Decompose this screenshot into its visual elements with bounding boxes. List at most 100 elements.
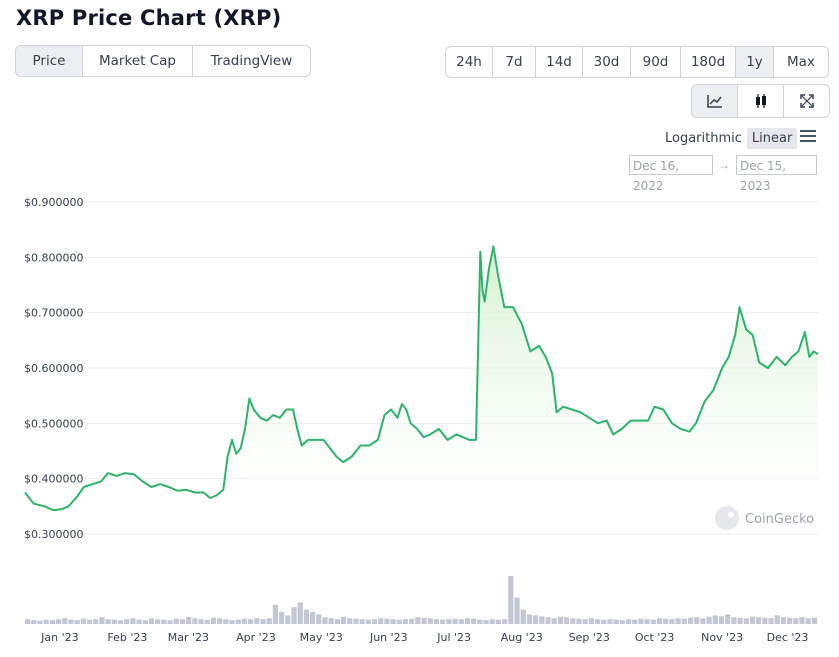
- volume-bar: [632, 619, 638, 624]
- volume-bar: [638, 618, 644, 624]
- date-range-arrow: →: [718, 158, 730, 172]
- volume-bar: [799, 617, 805, 624]
- volume-bar: [774, 615, 780, 624]
- date-from-input[interactable]: Dec 16, 2022: [629, 155, 713, 193]
- volume-bar: [279, 612, 285, 624]
- logarithmic-scale-option[interactable]: Logarithmic: [665, 130, 742, 146]
- volume-bar: [303, 609, 309, 624]
- volume-bar: [582, 619, 588, 624]
- fullscreen-button[interactable]: [784, 85, 829, 117]
- x-tick-label: Jul '23: [436, 631, 471, 644]
- volume-bar: [291, 607, 297, 624]
- volume-bars: [25, 576, 817, 624]
- volume-bar: [136, 619, 142, 624]
- y-tick-label: $0.800000: [24, 251, 84, 264]
- range-7d-button[interactable]: 7d: [493, 47, 536, 77]
- volume-bar: [787, 617, 793, 624]
- x-tick-label: Jun '23: [369, 631, 408, 644]
- tab-tradingview[interactable]: TradingView: [210, 53, 293, 69]
- volume-bar: [272, 604, 279, 624]
- volume-bar: [179, 619, 186, 624]
- volume-bar: [334, 619, 340, 624]
- x-tick-label: Apr '23: [236, 631, 276, 644]
- volume-bar: [805, 618, 811, 624]
- line-chart-icon: [706, 95, 722, 108]
- range-max-button[interactable]: Max: [787, 54, 815, 70]
- volume-bar: [731, 617, 737, 624]
- x-tick-label: May '23: [300, 631, 343, 644]
- volume-bar: [489, 619, 495, 624]
- volume-bar: [340, 616, 347, 624]
- range-30d-button[interactable]: 30d: [583, 47, 631, 77]
- volume-bar: [31, 620, 37, 624]
- volume-bar: [353, 618, 359, 624]
- y-tick-label: $0.600000: [24, 362, 84, 375]
- volume-bar: [749, 616, 756, 624]
- y-tick-label: $0.900000: [24, 196, 84, 209]
- line-chart-view-button[interactable]: [692, 85, 738, 117]
- volume-bar: [644, 619, 650, 624]
- volume-bar: [495, 619, 502, 624]
- volume-bar: [694, 617, 700, 624]
- range-1y-button[interactable]: 1y: [736, 47, 774, 77]
- volume-bar: [402, 619, 409, 624]
- x-axis: Jan '23 Feb '23 Mar '23 Apr '23 May '23 Jun '…: [40, 631, 808, 644]
- price-area-fill: [25, 246, 818, 535]
- price-line: [24, 245, 819, 512]
- range-180d-button[interactable]: 180d: [681, 47, 736, 77]
- volume-bar: [297, 602, 303, 624]
- volume-bar: [545, 617, 551, 624]
- volume-bar: [62, 618, 68, 624]
- volume-bar: [477, 619, 483, 624]
- coingecko-watermark: CoinGecko: [715, 506, 814, 530]
- volume-bar: [471, 618, 477, 624]
- y-axis: $0.900000 $0.800000 $0.700000 $0.600000 $0.5…: [24, 196, 84, 541]
- volume-bar: [743, 618, 749, 624]
- volume-bar: [520, 609, 526, 624]
- price-area: [24, 245, 819, 535]
- y-tick-label: $0.700000: [24, 307, 84, 320]
- linear-scale-option[interactable]: Linear: [746, 127, 798, 149]
- candlestick-view-button[interactable]: [738, 85, 784, 117]
- chart-menu-icon[interactable]: [800, 130, 816, 144]
- volume-bar: [309, 612, 316, 624]
- volume-bar: [514, 597, 520, 624]
- volume-bar: [155, 619, 161, 624]
- volume-bar: [204, 619, 210, 624]
- volume-bar: [675, 618, 681, 624]
- volume-bar: [756, 617, 762, 624]
- volume-bar: [378, 618, 384, 624]
- x-tick-label: Sep '23: [569, 631, 610, 644]
- volume-bar: [322, 617, 328, 624]
- volume-bar: [613, 619, 619, 624]
- volume-bar: [650, 619, 656, 624]
- range-24h-button[interactable]: 24h: [446, 47, 493, 77]
- volume-bar: [706, 616, 712, 624]
- volume-bar: [768, 618, 774, 624]
- volume-bar: [43, 619, 49, 624]
- x-tick-label: Dec '23: [767, 631, 809, 644]
- volume-bar: [49, 620, 55, 624]
- volume-bar: [718, 616, 725, 624]
- tab-price[interactable]: Price: [16, 46, 83, 76]
- volume-bar: [607, 619, 613, 624]
- volume-bar: [198, 619, 204, 624]
- scale-toggle: Logarithmic Linear: [660, 126, 798, 150]
- volume-bar: [316, 614, 322, 624]
- range-14d-button[interactable]: 14d: [536, 47, 583, 77]
- date-to-input[interactable]: Dec 15, 2023: [736, 155, 817, 193]
- volume-bar: [780, 617, 787, 624]
- volume-bar: [669, 619, 675, 624]
- range-90d-button[interactable]: 90d: [631, 47, 681, 77]
- volume-bar: [254, 618, 260, 624]
- volume-bar: [328, 618, 334, 624]
- volume-bar: [576, 618, 582, 624]
- volume-bar: [663, 618, 669, 624]
- tab-market-cap[interactable]: Market Cap: [83, 46, 193, 76]
- volume-bar: [167, 620, 173, 624]
- volume-bar: [433, 619, 440, 624]
- volume-bar: [260, 619, 266, 624]
- volume-bar: [502, 619, 508, 624]
- volume-bar: [464, 618, 471, 624]
